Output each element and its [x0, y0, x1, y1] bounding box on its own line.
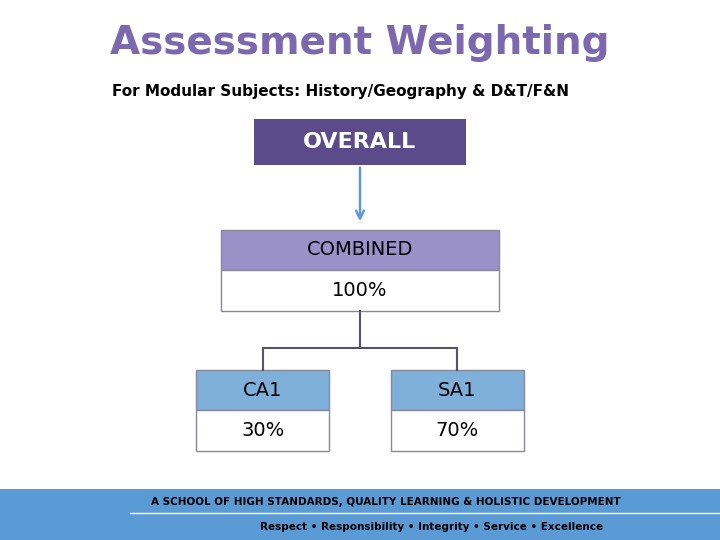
Text: 30%: 30% — [241, 421, 284, 440]
Text: Respect • Responsibility • Integrity • Service • Excellence: Respect • Responsibility • Integrity • S… — [261, 522, 603, 532]
Text: 100%: 100% — [332, 281, 388, 300]
Text: COMBINED: COMBINED — [307, 240, 413, 259]
FancyBboxPatch shape — [390, 370, 524, 410]
FancyBboxPatch shape — [196, 410, 329, 451]
FancyBboxPatch shape — [196, 370, 329, 410]
Text: CA1: CA1 — [243, 381, 282, 400]
Text: SA1: SA1 — [438, 381, 477, 400]
Text: For Modular Subjects: History/Geography & D&T/F&N: For Modular Subjects: History/Geography … — [112, 84, 569, 99]
Text: OVERALL: OVERALL — [303, 132, 417, 152]
Text: 70%: 70% — [436, 421, 479, 440]
Text: A SCHOOL OF HIGH STANDARDS, QUALITY LEARNING & HOLISTIC DEVELOPMENT: A SCHOOL OF HIGH STANDARDS, QUALITY LEAR… — [151, 496, 621, 507]
FancyBboxPatch shape — [0, 489, 720, 540]
FancyBboxPatch shape — [390, 410, 524, 451]
FancyBboxPatch shape — [254, 119, 467, 165]
Text: Assessment Weighting: Assessment Weighting — [110, 24, 610, 62]
FancyBboxPatch shape — [222, 270, 498, 310]
FancyBboxPatch shape — [222, 230, 498, 270]
